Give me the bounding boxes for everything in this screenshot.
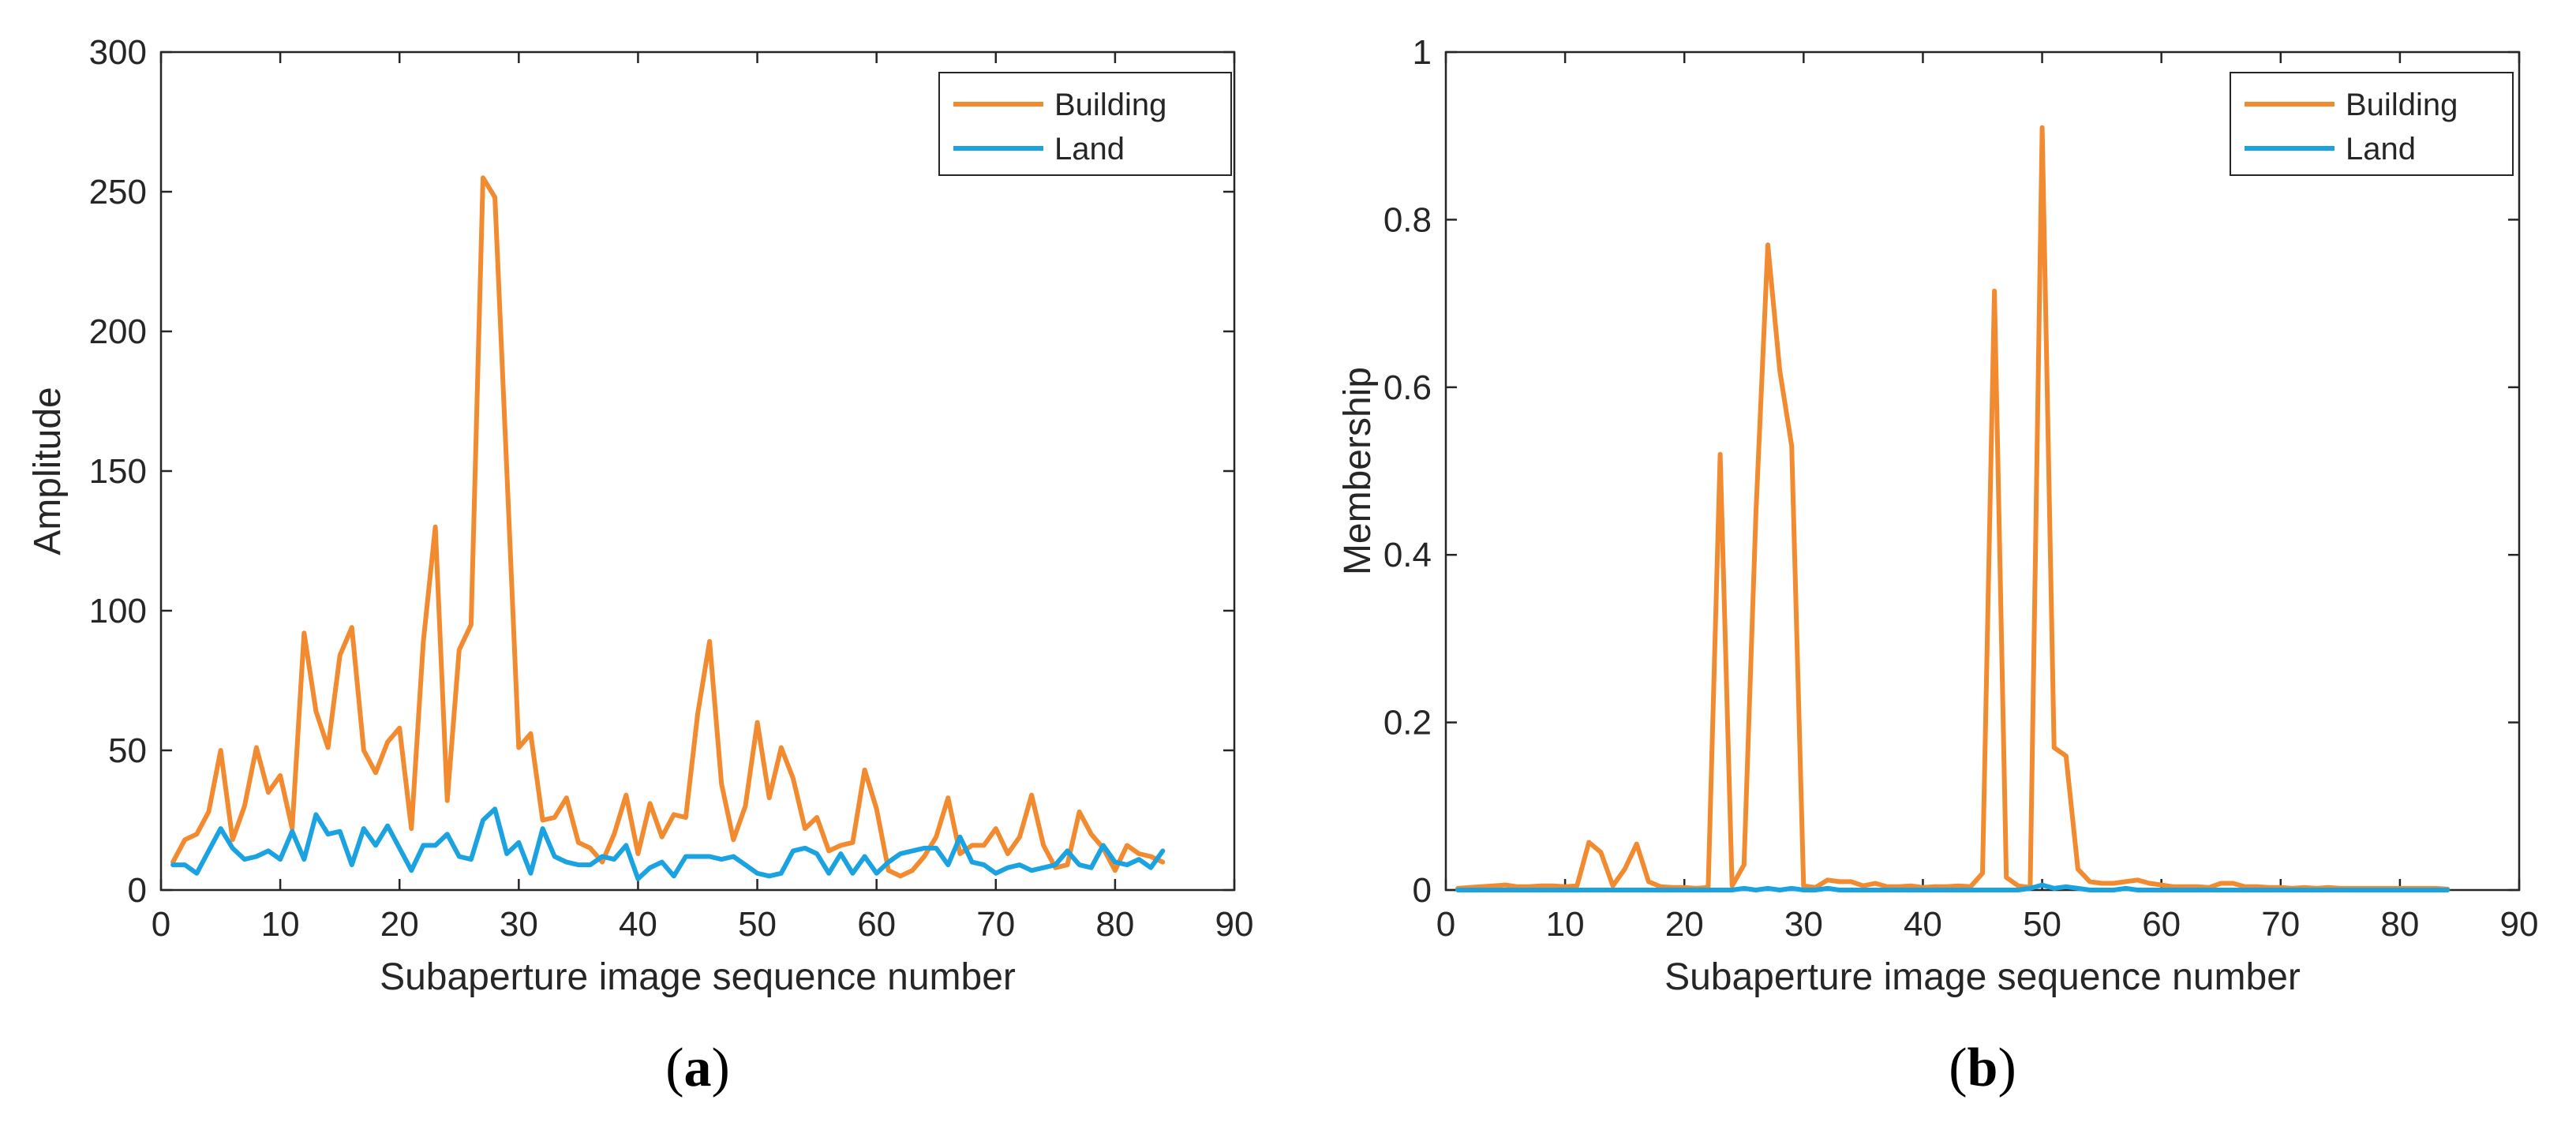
plot-area [1444,50,2521,892]
chart-panel-a: 0 10 20 30 40 50 60 70 80 90 0 50 100 150 200 250 300 Sub… [27,33,1253,1098]
y-tick-label: 0 [1413,871,1432,910]
x-tick-label: 30 [1784,905,1823,944]
x-tick-label: 70 [976,905,1015,944]
panel-caption: (b) [1949,1038,2016,1098]
legend-label: Building [1054,88,1166,122]
x-tick-label: 0 [1436,905,1455,944]
legend-label: Building [2346,88,2458,122]
y-tick-label: 150 [89,452,147,491]
legend: Building Land [938,72,1232,176]
y-tick-label: 0.2 [1383,704,1432,742]
x-tick-label: 20 [1665,905,1704,944]
panel-caption: (a) [665,1038,730,1098]
x-tick-label: 20 [380,905,419,944]
legend: Building Land [2230,72,2514,176]
series-line-land [170,806,1166,881]
x-tick-label: 90 [2500,905,2539,944]
panel-caption-letter: a [684,1038,712,1098]
y-tick-label: 0.8 [1383,200,1432,239]
x-axis-label: Subaperture image sequence number [1664,956,2301,998]
y-tick-label: 100 [89,592,147,630]
series-line-building [1455,125,2451,892]
x-tick-label: 80 [1095,905,1134,944]
legend-box [938,72,1232,176]
y-tick-label: 200 [89,312,147,351]
plot-area [159,50,1236,892]
y-axis-label: Membership [1337,367,1379,575]
x-tick-label: 10 [1546,905,1585,944]
x-tick-label: 70 [2261,905,2300,944]
series-line-land [1455,882,2451,892]
legend-label: Land [1054,132,1125,166]
panel-caption-letter: b [1968,1038,1998,1098]
y-tick-label: 50 [108,731,147,770]
x-tick-label: 40 [619,905,657,944]
x-tick-label: 50 [2023,905,2061,944]
x-tick-label: 80 [2380,905,2419,944]
x-tick-label: 10 [261,905,300,944]
series-line-building [170,175,1166,879]
x-tick-label: 0 [152,905,170,944]
y-tick-label: 250 [89,173,147,211]
y-tick-label: 300 [89,33,147,72]
x-tick-label: 60 [857,905,896,944]
chart-panel-b: 0 10 20 30 40 50 60 70 80 90 0 0.2 0.4 0.6 0.8 1 Subaper… [1337,33,2538,1098]
legend-box [2230,72,2514,176]
y-axis-label: Amplitude [27,387,69,555]
x-axis-label: Subaperture image sequence number [380,956,1016,998]
x-tick-label: 50 [738,905,777,944]
legend-label: Land [2346,132,2416,166]
x-tick-label: 30 [500,905,538,944]
y-tick-label: 0 [128,871,147,910]
x-tick-label: 40 [1904,905,1942,944]
y-tick-label: 0.6 [1383,368,1432,407]
x-tick-label: 60 [2142,905,2181,944]
x-tick-label: 90 [1215,905,1254,944]
y-tick-label: 1 [1413,33,1432,72]
y-tick-label: 0.4 [1383,536,1432,574]
